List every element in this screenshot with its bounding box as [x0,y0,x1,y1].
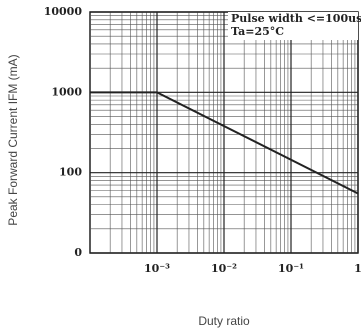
y-tick-label: 100 [59,166,82,179]
x-axis-label: Duty ratio [198,314,250,328]
y-tick-label: 0 [74,246,82,259]
x-tick-label: 10⁻² [211,262,237,275]
line [90,91,359,195]
y-axis-label: Peak Forward Current IFM (mA) [6,54,20,225]
x-tick-label: 1 [354,262,361,275]
x-tick-label: 10⁻³ [144,262,170,275]
annotation: Pulse width <=100us [231,12,361,25]
annotation: Ta=25°C [231,25,284,38]
y-tick-label: 10000 [44,5,83,18]
x-tick-label: 10⁻¹ [278,262,304,275]
y-tick-label: 1000 [51,85,82,98]
annotation-box [228,12,358,40]
